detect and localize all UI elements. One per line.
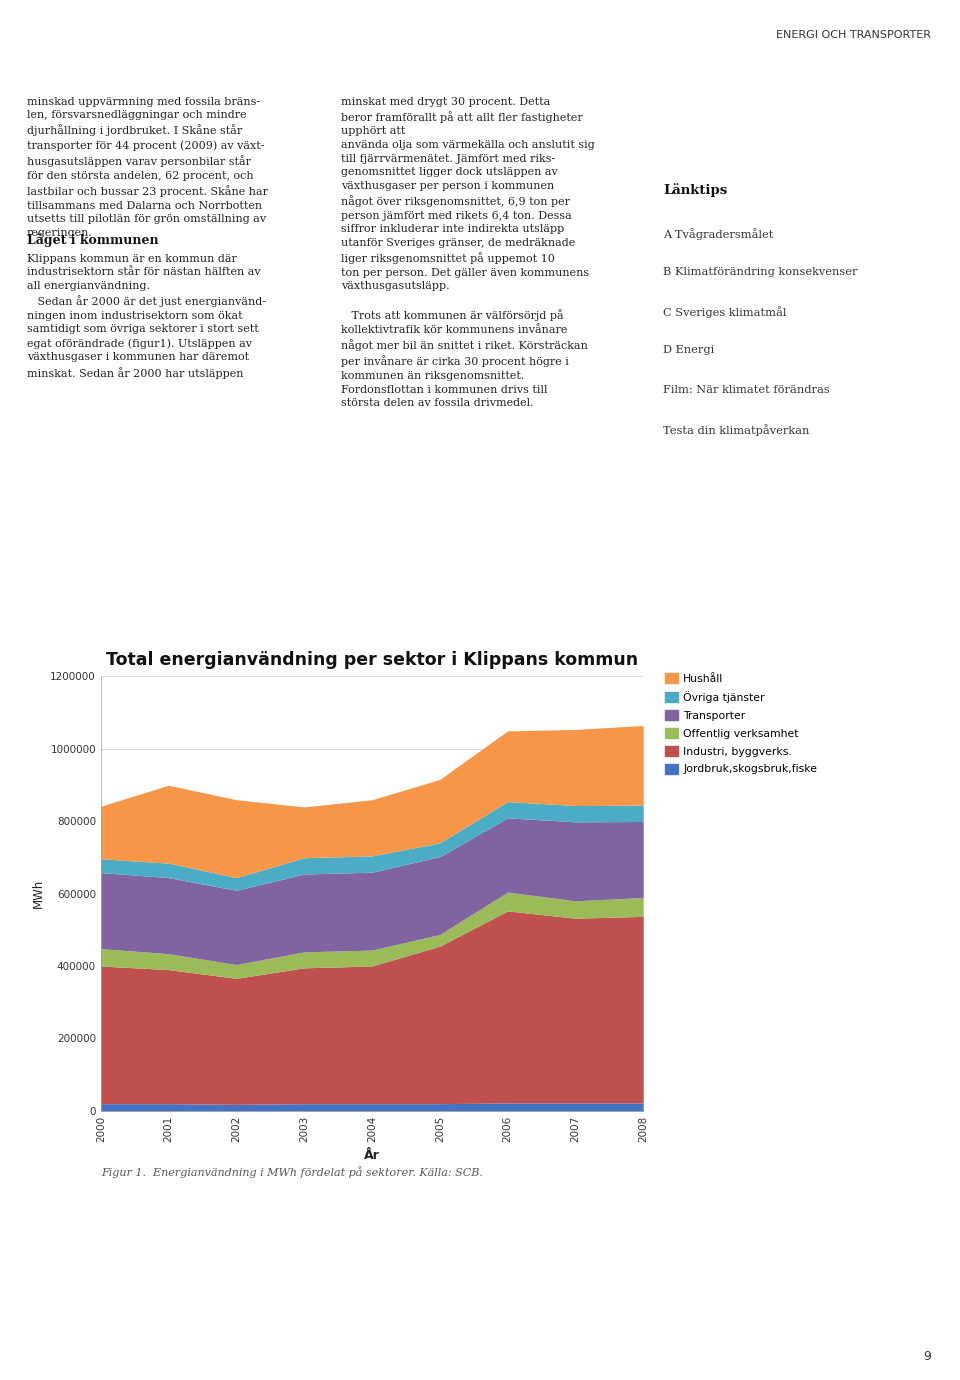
Legend: Hushåll, Övriga tjänster, Transporter, Offentlig verksamhet, Industri, byggverks: Hushåll, Övriga tjänster, Transporter, O… — [665, 673, 817, 774]
Text: 9: 9 — [924, 1351, 931, 1363]
X-axis label: År: År — [364, 1150, 380, 1162]
Text: B Klimatförändring konsekvenser: B Klimatförändring konsekvenser — [663, 266, 858, 277]
Text: ENERGI OCH TRANSPORTER: ENERGI OCH TRANSPORTER — [777, 29, 931, 40]
Text: Klippans kommun är en kommun där
industrisektorn står för nästan hälften av
all : Klippans kommun är en kommun där industr… — [27, 254, 266, 378]
Y-axis label: MWh: MWh — [32, 879, 44, 908]
Text: Film: När klimatet förändras: Film: När klimatet förändras — [663, 385, 830, 395]
Text: D Energi: D Energi — [663, 345, 714, 356]
Text: Läget i kommunen: Läget i kommunen — [27, 233, 158, 247]
Text: C Sveriges klimatmål: C Sveriges klimatmål — [663, 306, 787, 317]
Text: Testa din klimatpåverkan: Testa din klimatpåverkan — [663, 424, 809, 436]
Text: A Tvågradersmålet: A Tvågradersmålet — [663, 228, 774, 240]
Text: minskad uppvärmning med fossila bräns-
len, försvarsnedläggningar och mindre
dju: minskad uppvärmning med fossila bräns- l… — [27, 97, 268, 237]
Title: Total energianvändning per sektor i Klippans kommun: Total energianvändning per sektor i Klip… — [106, 651, 638, 669]
Text: Länktips: Länktips — [663, 184, 728, 197]
Text: minskat med drygt 30 procent. Detta
beror framförallt på att allt fler fastighet: minskat med drygt 30 procent. Detta bero… — [341, 97, 594, 408]
Text: Figur 1.  Energianvändning i MWh fördelat på sektorer. Källa: SCB.: Figur 1. Energianvändning i MWh fördelat… — [101, 1166, 483, 1179]
